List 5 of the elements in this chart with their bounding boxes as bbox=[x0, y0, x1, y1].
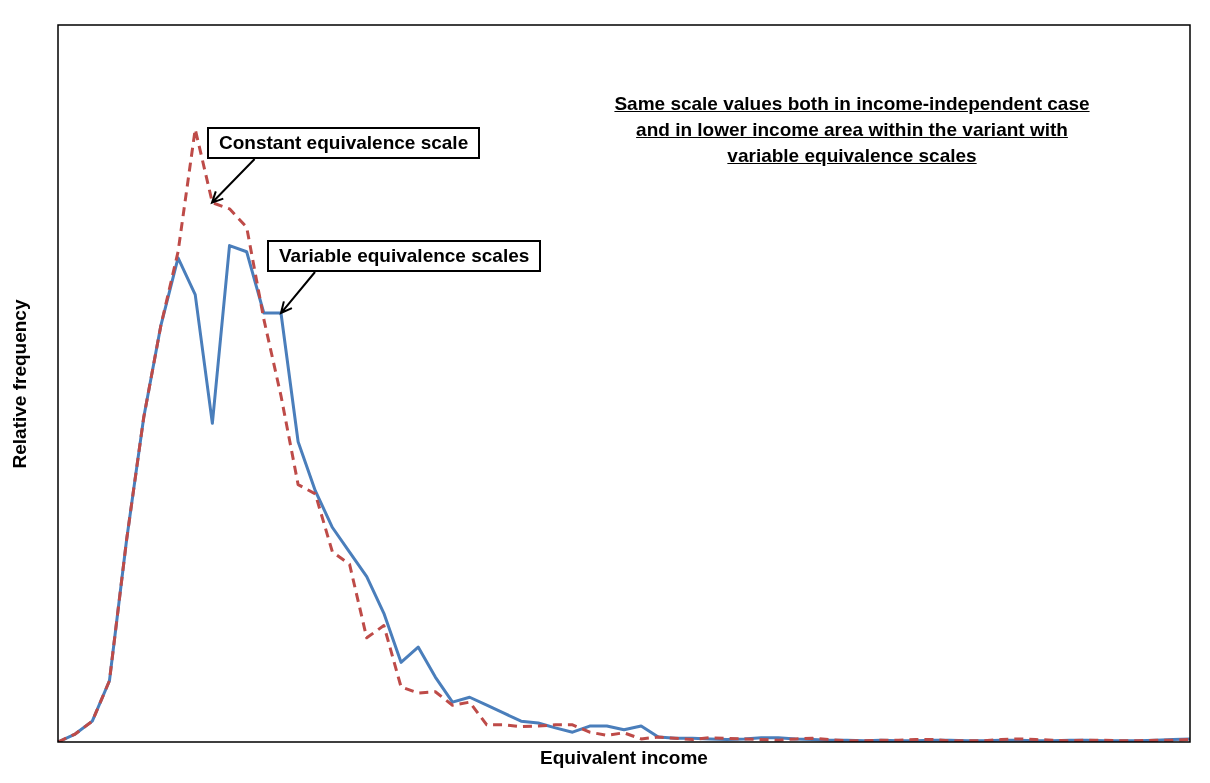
y-axis-title: Relative frequency bbox=[8, 299, 31, 468]
series-label: Constant equivalence scale bbox=[207, 127, 481, 159]
annotation: Same scale values both in income-independent case and in lower income area within the variant with variable equivalence scales bbox=[613, 92, 1091, 168]
x-axis-title: Equivalent income bbox=[540, 747, 708, 769]
series-label: Variable equivalence scales bbox=[267, 240, 542, 272]
